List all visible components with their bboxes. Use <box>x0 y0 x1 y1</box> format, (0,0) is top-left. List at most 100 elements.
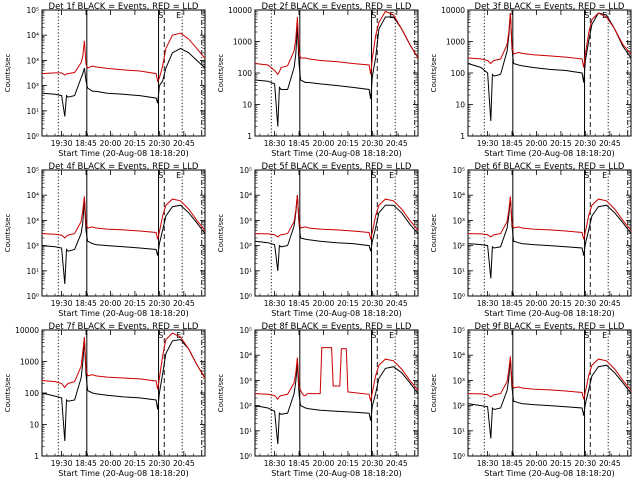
x-tick-label: 18:45 <box>501 299 523 308</box>
x-tick-label: 20:00 <box>100 459 122 468</box>
x-tick-label: 18:45 <box>75 139 97 148</box>
y-tick-label: 10⁰ <box>452 452 465 461</box>
chart-title: Det 4f BLACK = Events, RED = LLD <box>49 162 199 172</box>
y-tick-label: 10⁵ <box>26 166 39 175</box>
y-tick-label: 10 <box>455 101 465 110</box>
x-tick-label: 20:15 <box>337 459 359 468</box>
x-tick-label: 20:30 <box>149 139 171 148</box>
x-tick-label: 19:30 <box>51 139 73 148</box>
series-line-lld <box>254 347 419 402</box>
flag-label: S <box>584 331 589 340</box>
x-tick-label: 18:45 <box>288 299 310 308</box>
y-tick-label: 10² <box>452 402 465 411</box>
x-axis-label: Start Time (20-Aug-08 18:18:20) <box>58 469 189 478</box>
y-tick-label: 10³ <box>239 216 252 225</box>
flag-label: S <box>158 11 163 20</box>
y-tick-label: 10² <box>239 242 252 251</box>
y-tick-label: 10² <box>239 402 252 411</box>
x-tick-label: 20:30 <box>362 459 384 468</box>
x-tick-label: 18:30 <box>264 299 286 308</box>
y-tick-label: 10000 <box>228 6 252 15</box>
plot-frame <box>254 169 419 297</box>
flag-label: S <box>371 331 376 340</box>
flag-label: E <box>389 171 394 180</box>
x-tick-label: 19:30 <box>477 139 499 148</box>
y-tick-label: 10³ <box>452 376 465 385</box>
chart-title: Det 3f BLACK = Events, RED = LLD <box>475 2 625 12</box>
y-tick-label: 100 <box>451 69 466 78</box>
x-tick-label: 18:30 <box>477 459 499 468</box>
x-tick-label: 20:45 <box>386 459 408 468</box>
y-tick-label: 1 <box>34 452 39 461</box>
series-line-events <box>41 47 206 117</box>
x-axis-label: Start Time (20-Aug-08 18:18:20) <box>58 149 189 158</box>
y-tick-label: 10 <box>29 421 39 430</box>
y-axis-label: Counts/sec <box>217 214 225 253</box>
y-tick-label: 10⁵ <box>239 166 252 175</box>
x-tick-label: 20:45 <box>386 139 408 148</box>
y-axis-label: Counts/sec <box>4 54 12 93</box>
x-tick-label: 20:30 <box>149 299 171 308</box>
y-tick-label: 10¹ <box>239 427 252 436</box>
y-tick-label: 10³ <box>452 216 465 225</box>
x-tick-label: 19:30 <box>51 459 73 468</box>
x-axis-label: Start Time (20-Aug-08 18:18:20) <box>484 309 615 318</box>
x-tick-label: 18:45 <box>501 139 523 148</box>
chart-title: Det 9f BLACK = Events, RED = LLD <box>475 322 625 332</box>
plot-frame <box>467 9 632 137</box>
x-tick-label: 20:00 <box>313 139 335 148</box>
y-tick-label: 10¹ <box>452 267 465 276</box>
x-tick-label: 20:15 <box>337 299 359 308</box>
y-axis-label: Counts/sec <box>430 374 438 413</box>
flag-label: E <box>176 331 181 340</box>
x-tick-label: 20:00 <box>526 139 548 148</box>
y-tick-label: 10² <box>452 242 465 251</box>
series-line-events <box>41 199 206 285</box>
x-tick-label: 20:45 <box>386 299 408 308</box>
flag-label: S <box>584 171 589 180</box>
x-tick-label: 18:45 <box>501 459 523 468</box>
chart-title: Det 2f BLACK = Events, RED = LLD <box>262 2 412 12</box>
y-tick-label: 10² <box>26 82 39 91</box>
x-tick-label: 20:00 <box>100 299 122 308</box>
y-tick-label: 1 <box>460 132 465 141</box>
chart-panel-4: Det 4f BLACK = Events, RED = LLD 10⁰ 10¹ 10… <box>4 162 206 318</box>
x-tick-label: 20:45 <box>599 139 621 148</box>
flag-label: E <box>602 171 607 180</box>
y-tick-label: 10⁵ <box>452 326 465 335</box>
plot-frame <box>41 9 206 137</box>
flag-label: E <box>602 11 607 20</box>
chart-title: Det 8f BLACK = Events, RED = LLD <box>262 322 412 332</box>
x-tick-label: 19:30 <box>51 299 73 308</box>
x-tick-label: 20:30 <box>575 139 597 148</box>
x-tick-label: 20:15 <box>550 459 572 468</box>
x-tick-label: 18:30 <box>264 139 286 148</box>
flag-label: S <box>371 11 376 20</box>
y-tick-label: 10⁵ <box>239 326 252 335</box>
x-tick-label: 20:15 <box>337 139 359 148</box>
y-tick-label: 10⁵ <box>452 166 465 175</box>
chart-panel-7: Det 7f BLACK = Events, RED = LLD 1 10 100 10… <box>4 322 206 478</box>
flag-label: E <box>389 331 394 340</box>
series-line-lld <box>41 196 206 240</box>
x-axis-label: Start Time (20-Aug-08 18:18:20) <box>58 309 189 318</box>
x-tick-label: 20:00 <box>100 139 122 148</box>
flag-label: S <box>158 331 163 340</box>
x-tick-label: 18:45 <box>288 459 310 468</box>
series-line-lld <box>41 332 206 390</box>
x-tick-label: 18:30 <box>264 459 286 468</box>
series-line-events <box>467 197 632 279</box>
x-tick-label: 18:45 <box>75 299 97 308</box>
x-tick-label: 18:45 <box>75 459 97 468</box>
flag-label: E <box>176 171 181 180</box>
x-tick-label: 20:30 <box>362 299 384 308</box>
y-tick-label: 10⁴ <box>452 351 465 360</box>
plot-frame <box>467 329 632 457</box>
x-tick-label: 20:00 <box>526 299 548 308</box>
flag-label: E <box>389 11 394 20</box>
x-tick-label: 20:30 <box>575 299 597 308</box>
series-line-lld <box>41 32 206 83</box>
x-tick-label: 20:15 <box>550 139 572 148</box>
x-tick-label: 20:15 <box>124 459 146 468</box>
y-tick-label: 10⁰ <box>239 292 252 301</box>
